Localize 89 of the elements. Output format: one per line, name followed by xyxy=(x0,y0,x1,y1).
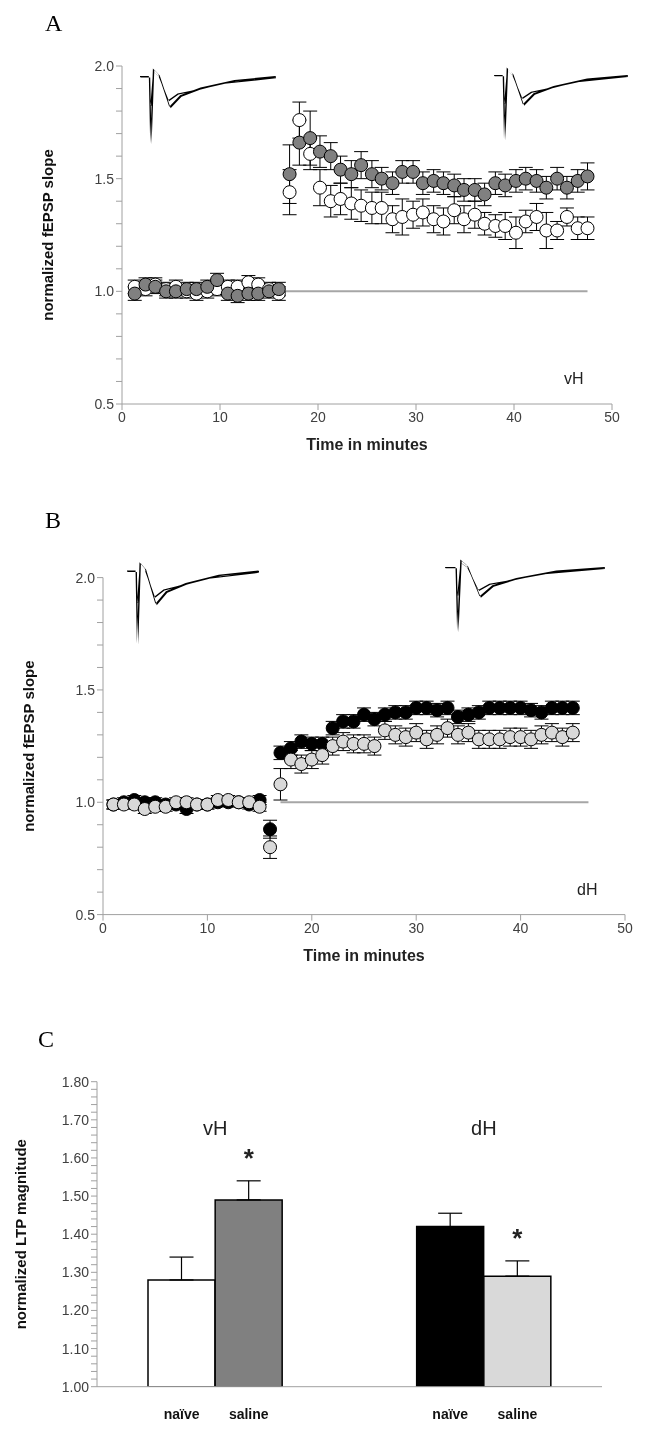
point xyxy=(292,135,307,150)
point xyxy=(323,149,338,164)
x-tick-label: 0 xyxy=(99,919,108,936)
annotation: vH xyxy=(201,1116,229,1139)
x-tick-label: 10 xyxy=(199,919,216,936)
x-tick-label: 0 xyxy=(118,408,127,425)
x-axis-title: Time in minutes xyxy=(306,436,428,453)
point xyxy=(498,218,513,233)
point xyxy=(539,180,554,195)
point xyxy=(477,187,492,202)
x-tick-label: 20 xyxy=(304,919,320,936)
y-tick-label: 1.5 xyxy=(75,681,96,698)
x-tick-label: 30 xyxy=(408,408,424,425)
y-tick-label: 1.10 xyxy=(61,1340,90,1357)
point xyxy=(364,167,379,182)
annotation: dH xyxy=(577,880,598,899)
point xyxy=(415,205,430,220)
point xyxy=(508,225,523,240)
x-tick-label: saline xyxy=(228,1405,269,1422)
point xyxy=(127,286,142,301)
y-axis-title: normalized fEPSP slope xyxy=(39,149,57,321)
y-tick-label: 1.00 xyxy=(61,1378,90,1395)
y-tick-label: 1.70 xyxy=(61,1111,90,1128)
y-axis-title: normalized LTP magnitude xyxy=(12,1139,30,1330)
point xyxy=(303,131,318,146)
y-tick-label: 2.0 xyxy=(94,57,115,74)
point xyxy=(292,113,307,128)
point xyxy=(529,173,544,188)
point xyxy=(529,209,544,224)
point xyxy=(385,176,400,191)
y-tick-label: 0.5 xyxy=(75,906,96,923)
point xyxy=(559,180,574,195)
point xyxy=(312,144,327,159)
point xyxy=(230,288,245,303)
annotation: dH xyxy=(470,1116,498,1139)
y-tick-label: 1.0 xyxy=(75,794,96,811)
x-tick-label: saline xyxy=(497,1405,538,1422)
y-tick-label: 1.30 xyxy=(61,1264,90,1281)
x-tick-label: 20 xyxy=(310,408,326,425)
x-tick-label: naïve xyxy=(432,1405,469,1422)
point xyxy=(210,273,225,288)
point xyxy=(127,797,142,812)
x-tick-label: 50 xyxy=(604,408,620,425)
point xyxy=(374,171,389,186)
chart-title: C xyxy=(38,1026,55,1053)
annotation: vH xyxy=(564,370,584,388)
y-tick-label: 1.20 xyxy=(61,1302,90,1319)
point xyxy=(447,203,462,218)
annotation: * xyxy=(242,1142,255,1173)
y-tick-label: 2.0 xyxy=(75,569,96,586)
x-tick-label: naïve xyxy=(163,1405,200,1422)
point xyxy=(344,167,359,182)
point xyxy=(550,171,565,186)
x-axis-title: Time in minutes xyxy=(303,946,425,964)
x-tick-label: 30 xyxy=(408,919,425,936)
y-tick-label: 1.80 xyxy=(61,1073,90,1090)
point xyxy=(580,169,595,184)
x-tick-label: 50 xyxy=(617,919,633,936)
point xyxy=(406,164,421,179)
point xyxy=(354,158,369,173)
y-axis-title: normalized fEPSP slope xyxy=(20,660,38,832)
point xyxy=(333,191,348,206)
y-tick-label: 1.60 xyxy=(61,1149,90,1166)
annotation: * xyxy=(511,1222,524,1253)
y-tick-label: 1.0 xyxy=(94,283,115,300)
x-tick-label: 40 xyxy=(506,408,522,425)
point xyxy=(467,207,482,222)
point xyxy=(457,212,472,227)
point xyxy=(467,182,482,197)
chart-title: A xyxy=(45,10,63,37)
point xyxy=(415,176,430,191)
point xyxy=(333,162,348,177)
point xyxy=(518,214,533,229)
point xyxy=(273,777,288,792)
point xyxy=(282,167,297,182)
x-tick-label: 10 xyxy=(212,408,228,425)
point xyxy=(374,200,389,215)
point xyxy=(477,216,492,231)
y-tick-label: 1.40 xyxy=(61,1226,90,1243)
point xyxy=(282,185,297,200)
point xyxy=(580,221,595,236)
y-tick-label: 1.50 xyxy=(61,1188,90,1205)
y-tick-label: 0.5 xyxy=(94,395,115,412)
point xyxy=(436,214,451,229)
x-tick-label: 40 xyxy=(512,919,529,936)
y-tick-label: 1.5 xyxy=(94,170,115,187)
point xyxy=(498,178,513,193)
point xyxy=(312,180,327,195)
chart-title: B xyxy=(45,507,62,534)
